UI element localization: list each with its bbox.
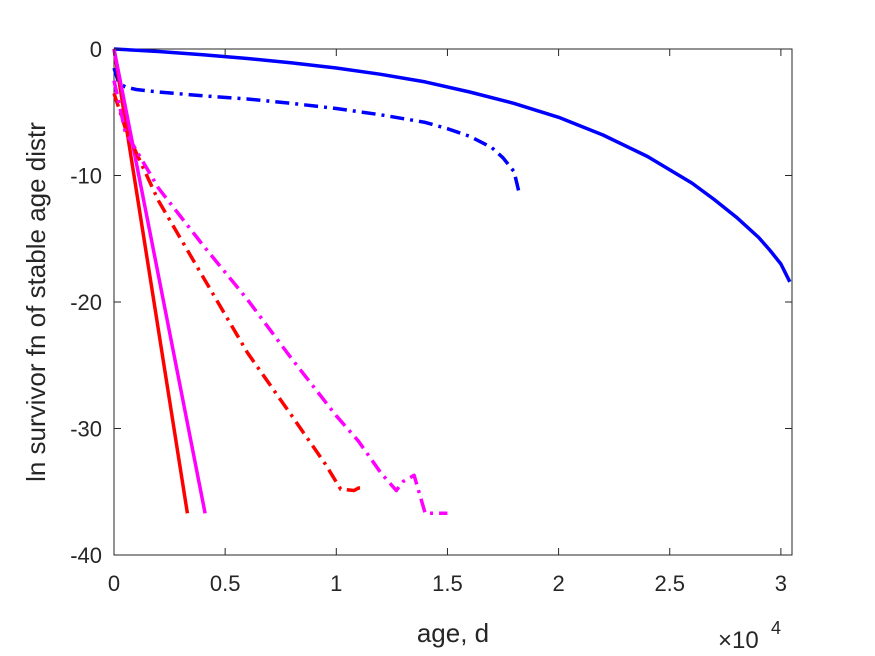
plot-area bbox=[113, 48, 793, 556]
x-tick-label: 3 bbox=[775, 571, 787, 596]
series-layer bbox=[112, 47, 792, 516]
y-tick-label: 0 bbox=[90, 37, 102, 62]
y-axis-label: ln survivor fn of stable age distr bbox=[21, 122, 51, 482]
series-line-4 bbox=[112, 48, 207, 514]
y-tick-label: -10 bbox=[70, 164, 102, 189]
x-tick-label: 2 bbox=[552, 571, 564, 596]
x-ticks: 0 0.5 1 1.5 2 2.5 3 bbox=[108, 49, 787, 596]
x-tick-label: 1 bbox=[330, 571, 342, 596]
y-ticks: 0 -10 -20 -30 -40 bbox=[70, 37, 792, 568]
y-tick-label: -40 bbox=[70, 543, 102, 568]
x-tick-label: 2.5 bbox=[654, 571, 685, 596]
series-line-6 bbox=[112, 80, 448, 516]
series-line-2 bbox=[112, 67, 521, 192]
x-axis-label: age, d bbox=[417, 618, 489, 648]
series-line-1 bbox=[113, 47, 792, 283]
x-tick-label: 0 bbox=[108, 571, 120, 596]
x-tick-label: 1.5 bbox=[432, 571, 463, 596]
x-multiplier-exponent: 4 bbox=[771, 618, 781, 638]
y-tick-label: -20 bbox=[70, 290, 102, 315]
x-multiplier-label: ×10 bbox=[718, 627, 759, 654]
x-tick-label: 0.5 bbox=[210, 571, 241, 596]
y-tick-label: -30 bbox=[70, 417, 102, 442]
